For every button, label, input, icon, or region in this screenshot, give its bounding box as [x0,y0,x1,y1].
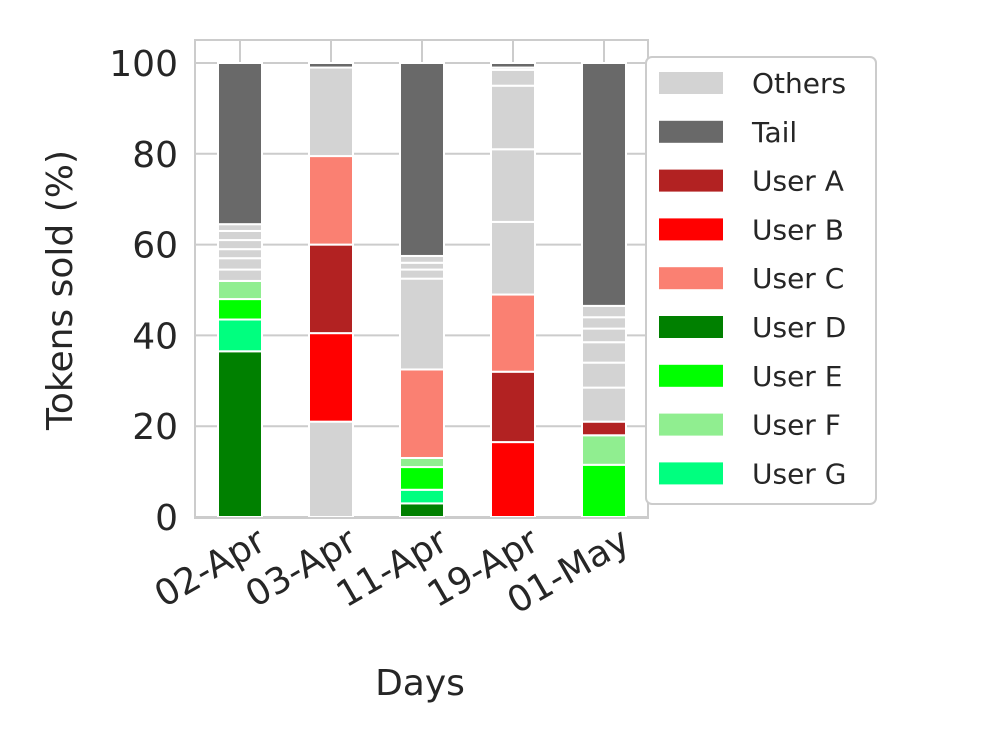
bar-segment [490,293,536,373]
bar-segment [399,261,445,271]
legend-label: User E [752,360,842,393]
legend-item: User G [659,457,846,490]
legend-label: User F [752,409,841,442]
bar-segment [217,257,263,271]
legend-item: Others [659,67,846,100]
bar-segment [581,62,627,307]
bar-segment [217,298,263,321]
bar-02-Apr [217,62,263,519]
legend: Others Tail User A User B User C User D User E… [645,56,877,505]
bar-segment [490,68,536,87]
legend-item: User F [659,409,841,442]
bar-segment [217,248,263,260]
legend-swatch [659,72,723,94]
legend-item: User D [659,311,846,344]
x-axis-title: Days [375,663,465,704]
bar-segment [217,223,263,232]
legend-item: User B [659,213,844,246]
legend-label: Tail [751,116,797,149]
legend-box [645,56,877,505]
bar-03-Apr [308,62,354,518]
y-tick-label: 60 [132,226,178,267]
bar-segment [308,66,354,158]
bar-segment [399,368,445,459]
legend-item: User A [659,165,844,198]
bar-segment [490,62,536,69]
bars [217,62,627,519]
bar-segment [490,370,536,444]
bar-segment [490,220,536,296]
bar-19-Apr [490,62,536,518]
bar-segment [490,84,536,151]
legend-swatch [659,169,723,192]
bar-segment [581,316,627,330]
legend-swatch [659,316,723,338]
y-tick-labels: 0 20 40 60 80 100 [109,44,178,539]
bar-segment [399,254,445,264]
y-tick-label: 20 [132,407,178,448]
legend-label: User G [752,457,846,490]
bar-segment [581,361,627,389]
bar-segment [490,441,536,518]
bar-segment [217,229,263,242]
bar-segment [581,341,627,364]
bar-segment [217,279,263,301]
bar-segment [308,155,354,246]
legend-swatch [659,267,723,290]
bar-segment [581,304,627,319]
bar-segment [399,488,445,505]
legend-item: User E [659,360,842,393]
legend-label: User B [752,213,844,246]
legend-item: User C [659,262,844,295]
legend-label: User A [752,165,844,198]
bar-segment [399,268,445,280]
y-tick-label: 100 [109,44,178,85]
bar-segment [308,62,354,69]
bar-segment [217,350,263,519]
bar-segment [217,239,263,251]
bar-segment [217,318,263,353]
bar-segment [308,420,354,518]
bar-segment [581,434,627,466]
bar-segment [399,62,445,257]
legend-swatch [659,413,723,436]
bar-segment [581,386,627,423]
y-tick-label: 0 [155,498,178,539]
legend-label: User D [752,311,846,344]
bar-segment [490,148,536,223]
legend-item: Tail [659,116,797,149]
bar-segment [217,62,263,226]
bar-11-Apr [399,62,445,519]
legend-swatch [659,120,723,143]
bar-segment [308,243,354,335]
legend-label: User C [752,262,844,295]
y-tick-label: 80 [132,135,178,176]
bar-segment [581,327,627,344]
y-tick-label: 40 [132,316,178,357]
bar-segment [399,277,445,371]
legend-label: Others [752,67,846,100]
legend-swatch [659,218,723,241]
bar-segment [399,456,445,469]
bar-segment [581,463,627,519]
bar-segment [581,420,627,437]
bar-segment [217,268,263,282]
bar-01-May [581,62,627,519]
legend-swatch [659,462,723,485]
legend-swatch [659,364,723,387]
y-axis-title: Tokens sold (%) [40,150,81,431]
bar-segment [399,466,445,491]
bar-segment [308,332,354,423]
bar-segment [399,502,445,519]
